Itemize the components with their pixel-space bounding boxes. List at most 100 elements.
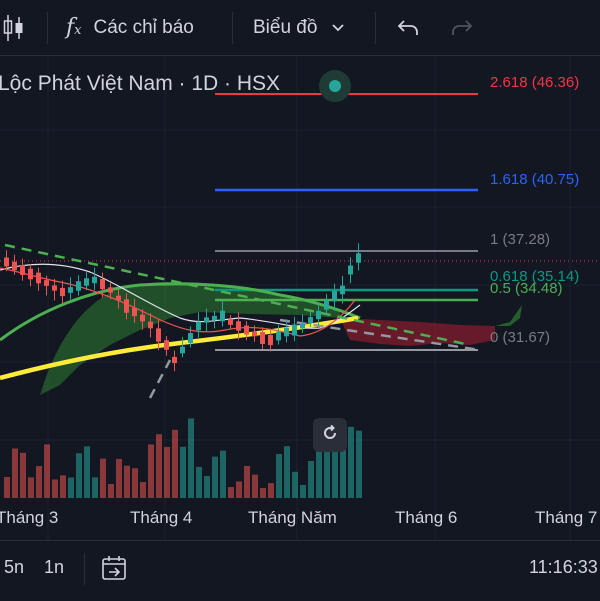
- volume-bar: [132, 468, 138, 498]
- volume-bar: [156, 434, 162, 498]
- volume-bar: [204, 476, 210, 498]
- undo-icon[interactable]: [396, 0, 420, 55]
- candle-body: [180, 346, 185, 354]
- candle-body: [20, 265, 25, 275]
- bottom-separator: [84, 553, 85, 585]
- volume-bar: [12, 448, 18, 498]
- toolbar-separator: [375, 12, 376, 44]
- volume-bar: [164, 446, 170, 498]
- candle-body: [292, 324, 297, 336]
- candle-body: [60, 287, 65, 297]
- candlestick-icon[interactable]: [2, 0, 24, 55]
- candle-body: [284, 327, 289, 337]
- reset-chart-button[interactable]: [313, 418, 347, 452]
- indicators-button[interactable]: fx Các chỉ báo: [66, 0, 194, 55]
- volume-bar: [316, 447, 322, 498]
- candle-body: [324, 300, 329, 310]
- candle-body: [220, 310, 225, 322]
- candle-body: [340, 285, 345, 295]
- candle-body: [244, 325, 249, 335]
- fib-label-0: 0 (31.67): [490, 329, 551, 346]
- chart-type-button[interactable]: Biểu đồ: [253, 0, 345, 55]
- candle-body: [156, 328, 161, 342]
- candle-body: [124, 299, 129, 313]
- toolbar-separator: [47, 12, 48, 44]
- candle-body: [44, 280, 49, 286]
- toolbar-separator: [232, 12, 233, 44]
- candle-body: [316, 310, 321, 320]
- volume-bar: [20, 452, 26, 498]
- candle-body: [12, 261, 17, 271]
- candle-body: [260, 332, 265, 344]
- candle-body: [188, 333, 193, 343]
- candle-body: [92, 276, 97, 284]
- candle-body: [76, 281, 81, 291]
- ma-red: [0, 267, 356, 337]
- cloud-green: [40, 281, 340, 395]
- volume-bar: [60, 475, 66, 498]
- volume-bar: [284, 446, 290, 498]
- candle-body: [132, 307, 137, 317]
- volume-bar: [108, 483, 114, 498]
- candle-body: [236, 321, 241, 331]
- candle-body: [172, 356, 177, 364]
- volume-bar: [188, 418, 194, 498]
- x-axis-label: Tháng 3: [0, 508, 59, 527]
- candle-body: [100, 278, 105, 290]
- volume-bar: [260, 487, 266, 498]
- bottom-bar: 5n 1n 11:16:33: [0, 540, 600, 601]
- x-axis-label: Tháng 7: [535, 508, 598, 527]
- range-1n-button[interactable]: 1n: [44, 557, 65, 577]
- calendar-goto-icon[interactable]: [100, 554, 128, 587]
- candle-body: [36, 272, 41, 284]
- volume-bar: [124, 465, 130, 498]
- price-chart[interactable]: [0, 56, 600, 540]
- volume-bar: [228, 487, 234, 498]
- trend-green-dashed: [4, 243, 471, 347]
- fib-label-1: 1 (37.28): [490, 231, 551, 248]
- candle-body: [268, 334, 273, 346]
- candle-body: [116, 295, 121, 301]
- volume-bars: [4, 418, 362, 498]
- volume-bar: [180, 446, 186, 498]
- volume-bar: [212, 456, 218, 498]
- cloud-green-right: [495, 305, 522, 326]
- candle-body: [300, 323, 305, 329]
- volume-bar: [324, 447, 330, 498]
- ma-green: [0, 282, 361, 342]
- range-5n-button[interactable]: 5n: [4, 557, 25, 577]
- market-status-icon[interactable]: [319, 70, 351, 102]
- fib-label-0618: 0.618 (35.14): [490, 268, 580, 285]
- volume-bar: [252, 474, 258, 498]
- candles: [4, 243, 361, 372]
- clock-time: 11:16:33: [529, 557, 598, 577]
- candle-body: [348, 265, 353, 275]
- redo-icon[interactable]: [450, 0, 474, 55]
- volume-bar: [308, 460, 314, 498]
- volume-bar: [52, 479, 58, 498]
- chart-type-label: Biểu đồ: [253, 16, 318, 38]
- reset-icon: [321, 424, 339, 447]
- volume-bar: [356, 430, 362, 498]
- x-axis-label: Tháng 6: [395, 508, 458, 527]
- chevron-down-icon: [331, 17, 345, 39]
- candle-body: [196, 321, 201, 331]
- candle-body: [332, 290, 337, 302]
- candle-body: [68, 287, 73, 293]
- volume-bar: [36, 466, 42, 498]
- candle-body: [356, 253, 361, 263]
- candle-body: [276, 331, 281, 341]
- fx-icon: fx: [66, 15, 82, 40]
- candle-body: [84, 278, 89, 286]
- volume-bar: [116, 458, 122, 498]
- candle-body: [148, 321, 153, 329]
- ma-white: [0, 263, 361, 329]
- candle-body: [252, 331, 257, 337]
- volume-bar: [220, 450, 226, 498]
- candle-body: [228, 319, 233, 325]
- volume-bar: [28, 477, 34, 498]
- candle-body: [212, 315, 217, 321]
- candle-body: [52, 285, 57, 291]
- volume-bar: [44, 444, 50, 498]
- chart-title: Lộc Phát Việt Nam · 1D · HSX: [0, 72, 281, 95]
